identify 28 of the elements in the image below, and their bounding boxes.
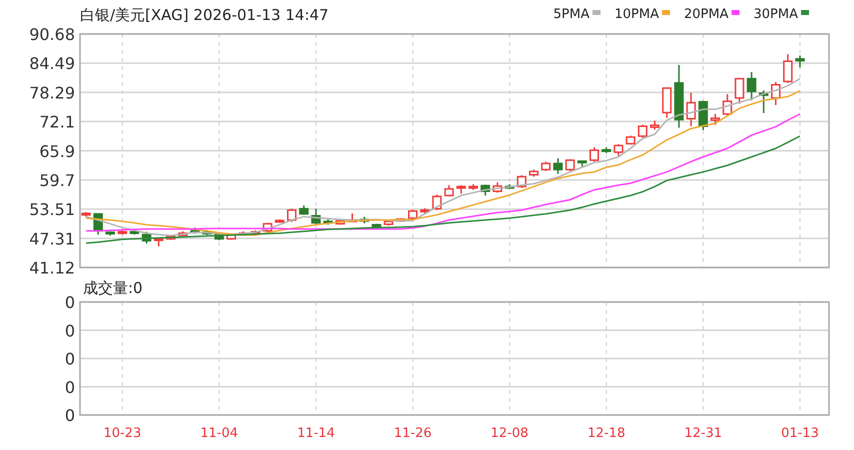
x-tick-label: 11-14 (297, 426, 335, 441)
legend-label: 30PMA (754, 7, 798, 22)
x-tick-label: 12-31 (684, 426, 722, 441)
y-tick-label: 0 (64, 321, 75, 340)
y-tick-label: 0 (64, 378, 75, 397)
y-tick-label: 0 (64, 406, 75, 425)
x-tick-label: 10-23 (103, 426, 142, 441)
chart-title: 白银/美元[XAG] 2026-01-13 14:47 (80, 6, 329, 24)
y-tick-label: 41.12 (29, 258, 75, 278)
x-tick-label: 11-26 (394, 426, 432, 441)
legend-label: 20PMA (684, 7, 729, 22)
y-tick-label: 78.29 (29, 83, 75, 102)
x-tick-label: 01-13 (781, 426, 819, 441)
y-tick-label: 90.68 (29, 25, 75, 44)
chart-title: 成交量:0 (83, 279, 143, 297)
legend-label: 10PMA (614, 7, 660, 22)
y-tick-label: 0 (64, 293, 75, 312)
x-tick-label: 12-18 (587, 426, 626, 441)
y-tick-label: 47.31 (29, 229, 75, 248)
y-tick-label: 72.1 (39, 112, 75, 132)
x-tick-label: 11-04 (200, 426, 238, 441)
y-tick-label: 53.51 (29, 200, 75, 220)
y-tick-label: 65.9 (39, 142, 75, 161)
y-tick-label: 0 (64, 350, 75, 368)
y-tick-label: 84.49 (29, 54, 75, 74)
legend-label: 5PMA (553, 7, 590, 22)
x-tick-label: 12-08 (490, 426, 528, 441)
y-tick-label: 59.7 (39, 170, 75, 190)
